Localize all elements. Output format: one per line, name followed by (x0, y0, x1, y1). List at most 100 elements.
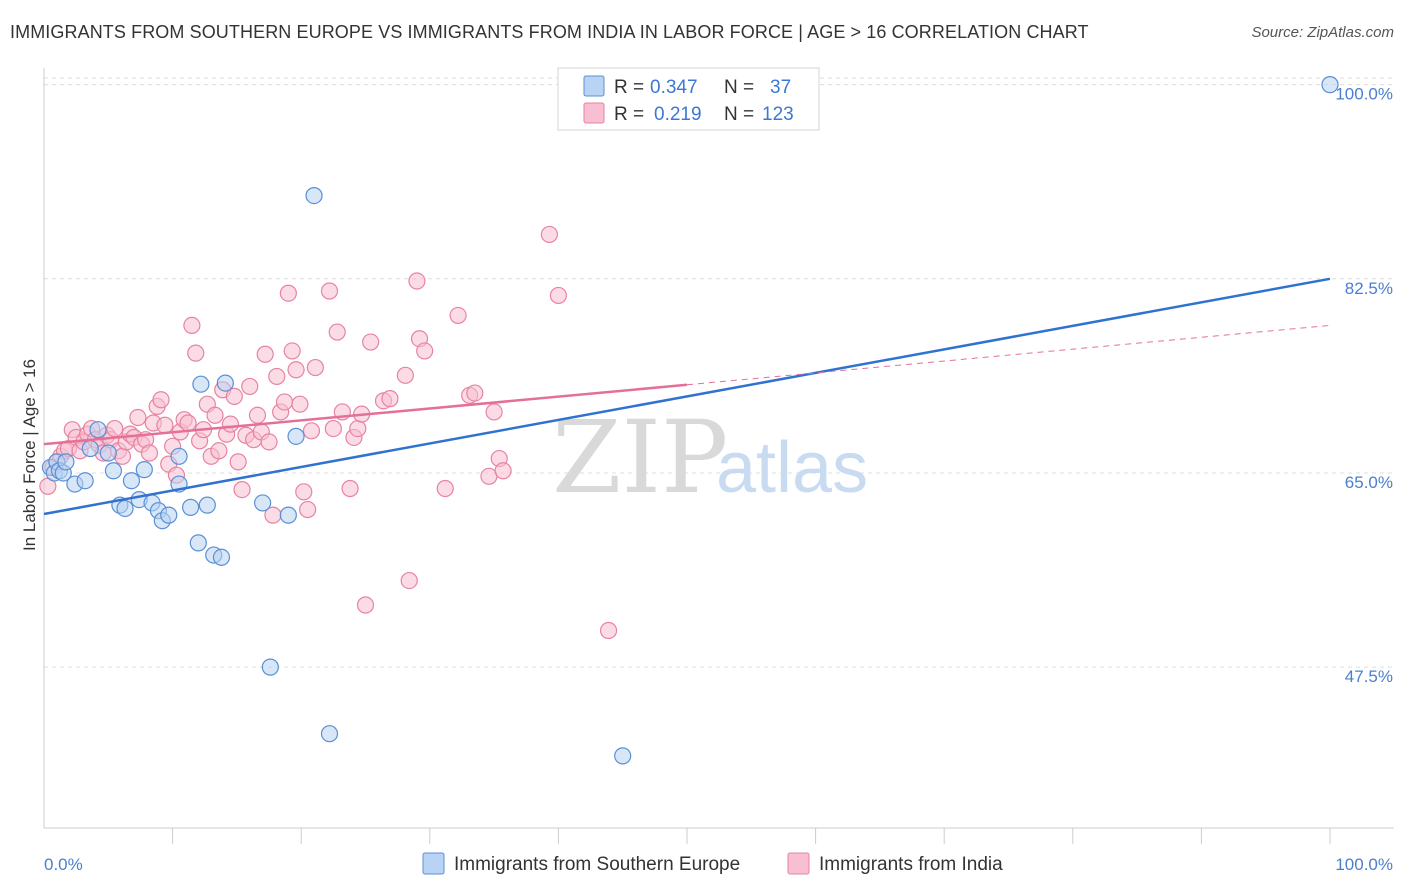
grid-lines (44, 77, 1394, 668)
point-blue-29 (216, 374, 234, 392)
point-pink-95 (540, 225, 558, 244)
legend-r-label-pink: R = (614, 104, 644, 125)
watermark-zip: ZIP (552, 399, 728, 516)
point-pink-36 (179, 414, 197, 432)
point-blue-9 (89, 421, 107, 439)
point-pink-23 (129, 408, 147, 427)
y-tick-label-0: 47.5% (1345, 667, 1393, 686)
point-blue-30 (254, 494, 272, 512)
point-blue-24 (189, 534, 207, 552)
point-blue-32 (279, 506, 297, 524)
point-blue-25 (192, 375, 210, 393)
point-blue-33 (287, 427, 305, 445)
point-blue-11 (104, 462, 123, 480)
point-blue-20 (160, 506, 178, 524)
point-blue-36 (614, 747, 632, 765)
point-pink-97 (599, 621, 618, 640)
point-pink-65 (291, 395, 309, 413)
point-pink-87 (436, 479, 454, 498)
point-blue-21 (170, 447, 188, 465)
point-pink-92 (485, 403, 503, 421)
point-pink-17 (106, 419, 124, 438)
point-pink-29 (152, 391, 170, 409)
point-pink-30 (156, 416, 174, 434)
point-pink-19 (113, 447, 132, 465)
point-pink-71 (324, 419, 342, 438)
bottom-legend-swatch-blue (422, 852, 445, 875)
legend: R = 0.347 N = 37 R = 0.219 N = 123 (557, 67, 820, 131)
y-tick-label-2: 82.5% (1345, 279, 1393, 298)
point-blue-14 (122, 472, 141, 490)
point-blue-23 (182, 498, 200, 516)
point-pink-70 (320, 282, 339, 300)
watermark-atlas: atlas (716, 428, 868, 508)
bottom-legend: Immigrants from Southern Europe Immigran… (422, 852, 1003, 875)
legend-r-value-pink: 0.219 (654, 104, 702, 125)
point-pink-83 (400, 571, 418, 590)
point-pink-54 (248, 406, 267, 424)
legend-r-label-blue: R = (614, 77, 644, 98)
legend-swatch-pink (583, 102, 605, 124)
point-pink-49 (229, 453, 247, 471)
trend-lines (43, 277, 1331, 516)
point-pink-96 (549, 286, 568, 305)
point-pink-50 (233, 481, 251, 499)
point-pink-76 (349, 419, 367, 438)
legend-n-value-blue: 37 (770, 77, 791, 98)
bottom-legend-label-blue: Immigrants from Southern Europe (454, 854, 740, 875)
point-pink-74 (341, 479, 359, 498)
point-pink-57 (260, 433, 278, 451)
point-pink-68 (302, 422, 321, 440)
trend-line-pink (43, 383, 688, 446)
point-pink-79 (362, 333, 380, 351)
x-tick-label-0: 0.0% (44, 855, 83, 874)
point-pink-63 (283, 342, 301, 360)
bottom-legend-label-pink: Immigrants from India (819, 854, 1003, 875)
y-tick-labels: 47.5% 65.0% 82.5% 100.0% (1335, 85, 1393, 686)
point-pink-94 (494, 462, 512, 480)
point-pink-72 (328, 323, 346, 341)
point-pink-82 (396, 366, 414, 384)
point-pink-88 (449, 306, 467, 325)
x-tick-labels: 0.0% 100.0% (44, 855, 1393, 874)
point-pink-43 (206, 406, 224, 424)
point-blue-28 (212, 548, 231, 566)
point-pink-62 (279, 284, 297, 302)
point-pink-61 (275, 393, 294, 411)
point-pink-81 (381, 390, 399, 408)
point-blue-7 (76, 472, 94, 490)
point-blue-31 (261, 658, 279, 676)
point-pink-78 (356, 596, 375, 614)
point-pink-52 (241, 377, 259, 396)
point-blue-8 (81, 439, 99, 458)
legend-swatch-blue (583, 75, 605, 97)
source-credit: Source: ZipAtlas.com (1251, 24, 1394, 41)
bottom-legend-swatch-pink (787, 852, 810, 875)
point-blue-37 (1321, 76, 1339, 94)
trend-line-pink-extension (686, 324, 1331, 386)
legend-n-label-blue: N = (724, 77, 754, 98)
point-pink-38 (187, 344, 205, 362)
point-pink-84 (408, 272, 426, 290)
axes (43, 68, 1394, 844)
data-points (39, 76, 1339, 765)
point-pink-59 (268, 367, 286, 386)
chart-title: IMMIGRANTS FROM SOUTHERN EUROPE VS IMMIG… (10, 22, 1089, 42)
y-axis-label: In Labor Force | Age > 16 (20, 359, 39, 551)
point-pink-56 (256, 345, 274, 363)
point-blue-10 (99, 444, 117, 462)
legend-n-label-pink: N = (724, 104, 754, 125)
point-pink-26 (140, 444, 159, 462)
point-pink-64 (287, 361, 305, 379)
y-tick-label-1: 65.0% (1345, 473, 1393, 492)
x-tick-label-1: 100.0% (1335, 855, 1393, 874)
y-tick-label-3: 100.0% (1335, 85, 1393, 104)
point-blue-5 (57, 453, 75, 471)
point-pink-69 (306, 358, 324, 377)
point-pink-47 (221, 415, 240, 433)
point-pink-86 (416, 342, 434, 360)
point-pink-48 (225, 387, 243, 406)
trend-line-blue (43, 277, 1331, 516)
legend-r-value-blue: 0.347 (650, 77, 698, 98)
